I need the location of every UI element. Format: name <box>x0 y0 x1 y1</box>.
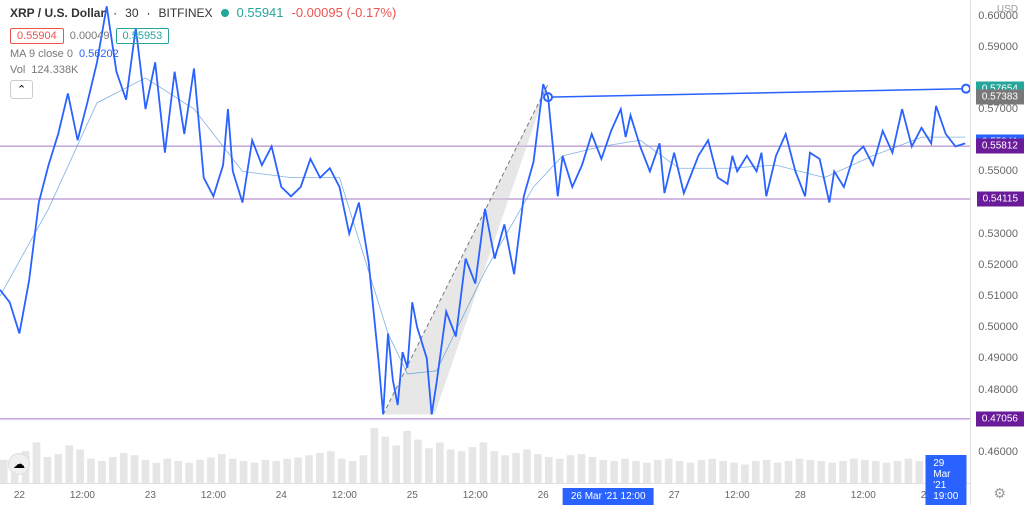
interval[interactable]: 30 <box>125 6 138 20</box>
ma-label: MA 9 close 0 <box>10 48 73 60</box>
cloud-icon[interactable]: ☁ <box>8 453 30 475</box>
y-tick: 0.53000 <box>978 228 1018 240</box>
y-axis[interactable]: USD 0.600000.590000.570000.550000.540000… <box>970 0 1024 505</box>
x-tick: 12:00 <box>725 490 750 501</box>
x-tick: 23 <box>145 490 156 501</box>
y-badge: 0.47056 <box>976 411 1024 426</box>
vol-value: 124.338K <box>31 64 78 76</box>
x-tick: 26 <box>538 490 549 501</box>
vol-label: Vol <box>10 64 25 76</box>
x-badge: 29 Mar '21 19:00 <box>925 455 966 505</box>
y-tick: 0.48000 <box>978 384 1018 396</box>
symbol[interactable]: XRP / U.S. Dollar <box>10 6 105 20</box>
y-badge: 0.55812 <box>976 139 1024 154</box>
x-tick: 12:00 <box>201 490 226 501</box>
chart-container: XRP / U.S. Dollar · 30 · BITFINEX 0.5594… <box>0 0 1024 505</box>
vol-row: Vol 124.338K <box>10 64 169 76</box>
x-tick: 25 <box>407 490 418 501</box>
indicator-panel: 0.55904 0.00049 0.55953 MA 9 close 0 0.5… <box>10 28 169 99</box>
price-change: -0.00095 (-0.17%) <box>292 5 397 20</box>
status-dot-icon <box>221 9 229 17</box>
exchange: BITFINEX <box>159 6 213 20</box>
y-tick: 0.52000 <box>978 259 1018 271</box>
close-value: 0.00049 <box>70 30 110 42</box>
y-tick: 0.51000 <box>978 290 1018 302</box>
expand-button[interactable]: ⌃ <box>10 80 33 99</box>
y-tick: 0.46000 <box>978 446 1018 458</box>
x-badge: 26 Mar '21 12:00 <box>563 488 654 505</box>
settings-icon[interactable]: ⚙ <box>993 485 1006 502</box>
y-tick: 0.60000 <box>978 10 1018 22</box>
y-tick: 0.57000 <box>978 103 1018 115</box>
x-tick: 12:00 <box>463 490 488 501</box>
y-badge: 0.57383 <box>976 90 1024 105</box>
ohlc-row: 0.55904 0.00049 0.55953 <box>10 28 169 44</box>
y-tick: 0.49000 <box>978 352 1018 364</box>
y-tick: 0.55000 <box>978 165 1018 177</box>
x-tick: 12:00 <box>70 490 95 501</box>
y-tick: 0.59000 <box>978 41 1018 53</box>
x-tick: 24 <box>276 490 287 501</box>
x-axis[interactable]: 22 12:00 23 12:00 24 12:00 25 12:00 26 27 12:00 28 1… <box>0 483 970 505</box>
x-tick: 28 <box>795 490 806 501</box>
y-tick: 0.50000 <box>978 321 1018 333</box>
x-tick: 12:00 <box>332 490 357 501</box>
open-value: 0.55904 <box>10 28 64 44</box>
current-price: 0.55941 <box>237 5 284 20</box>
last-value: 0.55953 <box>116 28 170 44</box>
y-badge: 0.54115 <box>977 191 1024 206</box>
ma-value: 0.56202 <box>79 48 119 60</box>
x-tick: 22 <box>14 490 25 501</box>
chart-header: XRP / U.S. Dollar · 30 · BITFINEX 0.5594… <box>10 5 396 20</box>
ma-row: MA 9 close 0 0.56202 <box>10 48 169 60</box>
x-tick: 27 <box>669 490 680 501</box>
x-tick: 12:00 <box>851 490 876 501</box>
